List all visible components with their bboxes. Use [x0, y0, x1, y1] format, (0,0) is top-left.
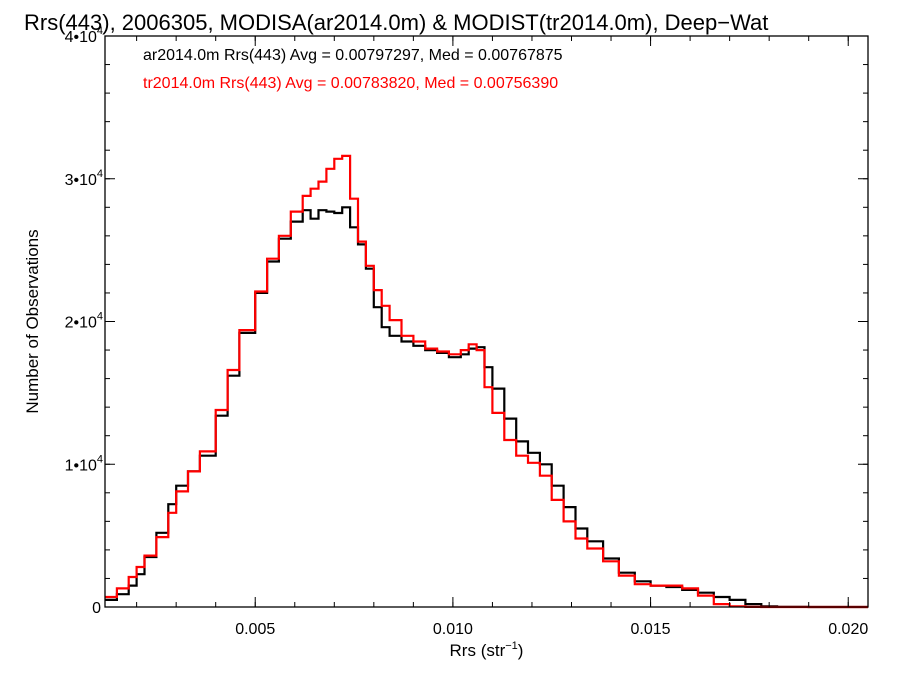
legend: ar2014.0m Rrs(443) Avg = 0.00797297, Med…	[143, 47, 563, 92]
y-tick-label: 0	[92, 600, 101, 617]
x-axis-label-close: )	[518, 641, 524, 660]
y-axis-label: Number of Observations	[23, 229, 42, 413]
plot-frame	[104, 35, 869, 608]
legend-entry-2: tr2014.0m Rrs(443) Avg = 0.00783820, Med…	[143, 75, 558, 92]
series-layer	[105, 154, 868, 609]
x-axis-label-superscript: −1	[505, 640, 518, 652]
series-line-2	[105, 154, 868, 609]
x-tick-label: 0.010	[433, 621, 473, 638]
x-axis-label: Rrs (str−1)	[450, 640, 524, 660]
chart-title: Rrs(443), 2006305, MODISA(ar2014.0m) & M…	[24, 10, 768, 35]
x-tick-label: 0.020	[828, 621, 868, 638]
x-tick-label: 0.015	[631, 621, 671, 638]
y-tick-label: 4•104	[65, 25, 103, 46]
y-tick-label: 1•104	[65, 453, 103, 474]
legend-entry-1: ar2014.0m Rrs(443) Avg = 0.00797297, Med…	[143, 47, 563, 64]
x-axis-label-text: Rrs (str	[450, 641, 506, 660]
axis-ticks: 0.005 0.010 0.015 0.020 0 1•104 2•104 3•104 4•10…	[65, 25, 869, 638]
x-tick-label: 0.005	[235, 621, 275, 638]
y-tick-label: 3•104	[65, 168, 103, 189]
series-line-1	[105, 206, 868, 609]
y-tick-label: 2•104	[65, 311, 103, 332]
